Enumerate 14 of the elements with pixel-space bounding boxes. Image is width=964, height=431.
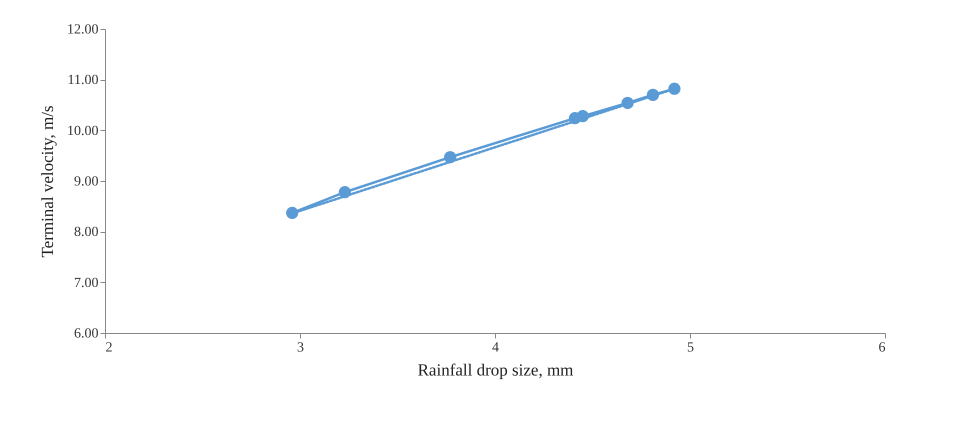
y-tick-label: 6.00	[74, 326, 98, 342]
y-tick-label: 7.00	[74, 276, 98, 291]
y-tick-label: 12.00	[67, 22, 98, 38]
x-tick-label: 2	[106, 340, 112, 356]
x-tick-label: 3	[297, 340, 304, 356]
x-tick-label: 5	[687, 340, 694, 356]
x-axis-title: Rainfall drop size, mm	[418, 360, 574, 380]
y-tick-label: 11.00	[68, 73, 98, 88]
x-tick-label: 4	[492, 340, 499, 356]
y-tick-label: 10.00	[67, 124, 98, 139]
y-axis-title: Terminal velocity, m/s	[38, 105, 57, 258]
y-tick-label: 8.00	[74, 225, 98, 240]
y-tick-label: 9.00	[74, 174, 98, 190]
x-tick-label: 6	[878, 340, 886, 356]
